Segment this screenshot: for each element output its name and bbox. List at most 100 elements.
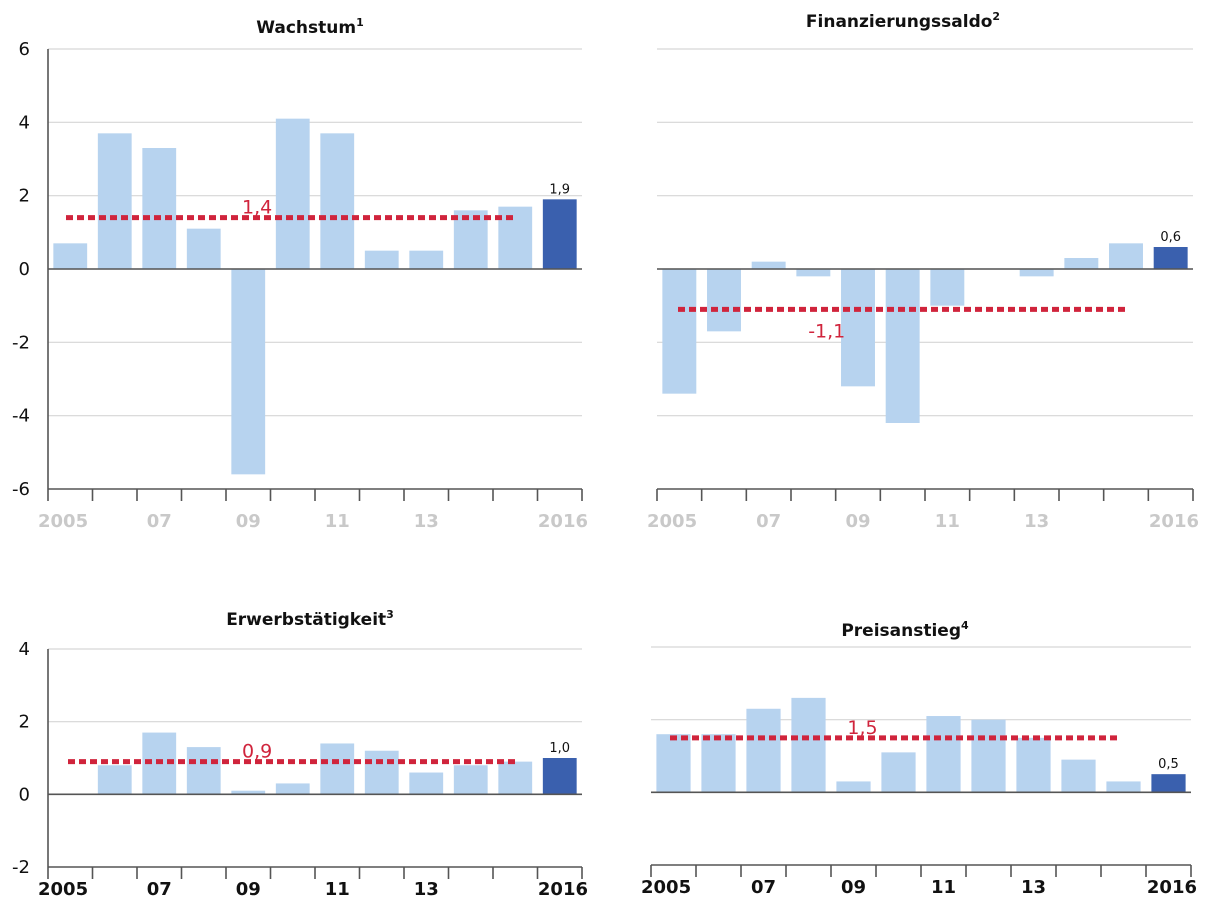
x-tick-label: 2005 bbox=[647, 511, 697, 532]
bar bbox=[275, 118, 310, 270]
bar bbox=[1153, 247, 1188, 269]
chart-title-text: Preisanstieg bbox=[841, 621, 961, 641]
chart-title-footnote: 1 bbox=[356, 16, 364, 29]
x-tick-label: 07 bbox=[756, 511, 781, 532]
x-tick-label: 07 bbox=[147, 879, 172, 900]
bar bbox=[320, 133, 355, 269]
y-tick-label: 4 bbox=[19, 112, 30, 133]
average-label: 0,9 bbox=[242, 741, 272, 763]
bar bbox=[930, 269, 965, 306]
x-tick-label: 07 bbox=[751, 877, 776, 898]
bar bbox=[707, 269, 741, 332]
x-tick-label: 11 bbox=[935, 511, 960, 532]
bar bbox=[1061, 759, 1096, 793]
bar bbox=[1064, 258, 1099, 269]
bar bbox=[542, 758, 577, 795]
y-tick-label: 6 bbox=[19, 39, 30, 60]
x-tick-label: 13 bbox=[1021, 877, 1046, 898]
chart-title-footnote: 4 bbox=[961, 619, 969, 632]
bar bbox=[1151, 774, 1186, 793]
x-tick-label: 2005 bbox=[38, 879, 88, 900]
bar bbox=[656, 734, 691, 793]
x-tick-label: 11 bbox=[931, 877, 956, 898]
y-tick-label: -4 bbox=[12, 406, 30, 427]
x-tick-label: 11 bbox=[325, 879, 350, 900]
chart-title-footnote: 3 bbox=[386, 608, 394, 621]
value-label: 0,6 bbox=[1160, 230, 1181, 245]
x-tick-label: 09 bbox=[841, 877, 866, 898]
bar bbox=[142, 148, 177, 269]
bar bbox=[542, 199, 577, 269]
x-tick-label: 2016 bbox=[538, 511, 588, 532]
bar bbox=[751, 261, 786, 269]
chart-title: Erwerbstätigkeit3 bbox=[226, 608, 394, 630]
bar bbox=[453, 210, 488, 269]
x-tick-label: 2016 bbox=[1149, 511, 1199, 532]
x-tick-label: 13 bbox=[414, 879, 439, 900]
x-tick-label: 13 bbox=[1024, 511, 1049, 532]
bar bbox=[186, 747, 221, 795]
x-tick-label: 09 bbox=[845, 511, 870, 532]
bar bbox=[836, 781, 871, 793]
bar bbox=[701, 734, 736, 793]
bar bbox=[409, 772, 444, 795]
bar bbox=[231, 269, 266, 475]
chart-panel-4: 1,5 0,5 2005 07 09 11 13 2016 Preisanstieg4 bbox=[641, 619, 1197, 898]
chart-title: Finanzierungssaldo2 bbox=[806, 10, 1000, 32]
bar bbox=[364, 750, 399, 795]
x-tick-label: 2016 bbox=[1147, 877, 1197, 898]
y-tick-label: 0 bbox=[19, 259, 30, 280]
bar bbox=[926, 716, 961, 793]
bar bbox=[275, 783, 310, 795]
bar bbox=[453, 765, 488, 795]
average-label: 1,4 bbox=[242, 197, 272, 219]
chart-title: Preisanstieg4 bbox=[841, 619, 969, 641]
bar bbox=[1019, 269, 1054, 277]
y-tick-label: -2 bbox=[12, 332, 30, 353]
bar bbox=[498, 206, 533, 269]
bar bbox=[53, 243, 88, 269]
bar bbox=[881, 752, 916, 793]
average-label: 1,5 bbox=[847, 717, 877, 739]
value-label: 0,5 bbox=[1158, 757, 1179, 772]
y-tick-label: 4 bbox=[19, 639, 30, 660]
chart-title-text: Erwerbstätigkeit bbox=[226, 610, 386, 630]
bar bbox=[1106, 781, 1141, 793]
x-tick-label: 09 bbox=[236, 511, 261, 532]
chart-panel-1: -6 -4 -2 0 2 4 6 1,4 1,9 2005 07 09 11 13 2016 Wachstum… bbox=[12, 16, 588, 532]
chart-title-footnote: 2 bbox=[992, 10, 1000, 23]
bar bbox=[1109, 243, 1143, 269]
bar bbox=[971, 719, 1006, 793]
x-tick-label: 2005 bbox=[641, 877, 691, 898]
chart-title-text: Wachstum bbox=[256, 18, 356, 38]
bar bbox=[746, 708, 781, 793]
chart-title: Wachstum1 bbox=[256, 16, 364, 38]
average-label: -1,1 bbox=[808, 320, 845, 342]
bar bbox=[231, 790, 266, 795]
y-tick-label: 0 bbox=[19, 784, 30, 805]
x-tick-label: 09 bbox=[236, 879, 261, 900]
x-tick-label: 11 bbox=[325, 511, 350, 532]
bar bbox=[498, 761, 533, 795]
x-tick-label: 2016 bbox=[538, 879, 588, 900]
chart-panel-3: -2 0 2 4 0,9 1,0 2005 07 09 11 13 2016 Erwerbstätigk… bbox=[12, 608, 588, 900]
bar bbox=[364, 250, 399, 269]
bar bbox=[662, 269, 697, 394]
bar bbox=[409, 250, 444, 269]
x-tick-label: 13 bbox=[414, 511, 439, 532]
y-tick-label: 2 bbox=[19, 712, 30, 733]
bar bbox=[796, 269, 831, 277]
x-tick-label: 07 bbox=[147, 511, 172, 532]
y-tick-label: -2 bbox=[12, 857, 30, 878]
value-label: 1,9 bbox=[549, 182, 570, 197]
bar bbox=[1016, 737, 1051, 793]
bar bbox=[841, 269, 875, 387]
bar bbox=[97, 765, 132, 795]
bar bbox=[791, 697, 826, 793]
y-tick-label: 2 bbox=[19, 186, 30, 207]
bar bbox=[885, 269, 920, 423]
x-tick-label: 2005 bbox=[38, 511, 88, 532]
bar bbox=[186, 228, 221, 269]
chart-title-text: Finanzierungssaldo bbox=[806, 12, 993, 32]
